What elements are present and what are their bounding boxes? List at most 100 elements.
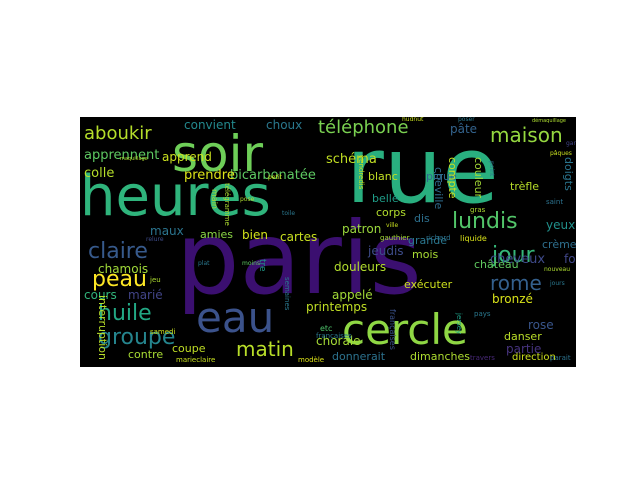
word-marie: marié xyxy=(128,288,163,302)
word-groupe: groupe xyxy=(98,325,176,350)
word-donnerait: interruption xyxy=(96,295,109,360)
word-printemps: printemps xyxy=(306,300,368,314)
word-travers: travers xyxy=(470,354,495,362)
word-chamois: chamois xyxy=(98,262,149,276)
word-blanc: belle xyxy=(372,192,399,205)
word-liquide: liquide xyxy=(460,234,487,243)
word-jeudis: jeudis xyxy=(368,244,404,258)
word-maison: maison xyxy=(490,123,563,147)
word-lundis: lundis xyxy=(452,209,518,234)
word-grande: direction xyxy=(512,352,556,363)
word-corps: dis xyxy=(414,212,430,225)
word-parait: parait xyxy=(550,354,571,362)
word-bicarbonatee: bicarbonatée xyxy=(230,168,316,183)
word-telephone: téléphone xyxy=(318,117,409,138)
word-francaises-label: françaises xyxy=(316,332,352,340)
word-petit: petit xyxy=(268,174,282,181)
word-poser: poser xyxy=(458,117,475,123)
word-etc: etc xyxy=(320,324,333,333)
word-pays: pays xyxy=(474,310,491,318)
word-jersey: françaises xyxy=(388,309,397,350)
word-maquillage: maquillage xyxy=(120,156,148,162)
word-fois: fois xyxy=(564,252,576,266)
word-jours: jours xyxy=(550,280,565,287)
word-prendre: prendre xyxy=(184,168,235,183)
word-coupe: coupe xyxy=(172,342,206,355)
word-rue: rue xyxy=(346,117,499,224)
word-couleur: couleur xyxy=(472,157,485,199)
word-schema: schéma xyxy=(326,152,377,167)
word-choux: choux xyxy=(266,118,303,132)
word-colle: colle xyxy=(84,166,115,181)
word-cloud: paris rue heures soir eau cercle matin g… xyxy=(80,117,576,367)
word-vendredis: vendredis xyxy=(357,155,365,190)
word-cercle: cercle xyxy=(342,305,468,354)
word-point: point xyxy=(488,161,495,177)
word-cartes: cartes xyxy=(280,230,318,244)
word-pate: pâte xyxy=(450,122,478,136)
word-cours: cours xyxy=(84,288,117,302)
word-gras: gras xyxy=(470,206,486,214)
word-appele: appelé xyxy=(332,288,373,302)
word-apprennent: apprennent xyxy=(84,148,160,163)
word-partie: partie xyxy=(506,342,542,356)
word-chateau: exécuter xyxy=(404,278,453,291)
word-chorale: chorale xyxy=(316,334,361,348)
word-bronze: bronzé xyxy=(492,292,533,306)
word-hudnut: hudnut xyxy=(402,117,424,123)
word-compte: compte xyxy=(446,157,459,199)
word-claire: claire xyxy=(88,239,148,264)
word-marieclaire: marieclaire xyxy=(176,356,216,364)
word-trefle: pique xyxy=(426,170,457,183)
word-ville: ville xyxy=(386,222,399,229)
word-rome: rome xyxy=(490,271,542,295)
word-apprend: apprend xyxy=(162,150,212,164)
word-bien: bien xyxy=(242,228,268,242)
word-dis: mois xyxy=(412,248,439,261)
word-patron: patron xyxy=(342,222,382,236)
word-rose: rose xyxy=(528,318,554,332)
word-toile: toile xyxy=(282,210,296,217)
word-amies: amies xyxy=(200,228,234,241)
word-danser: crème xyxy=(542,238,576,251)
word-main: main xyxy=(210,189,219,209)
word-matin: matin xyxy=(236,337,294,361)
word-saint: saint xyxy=(546,198,564,206)
word-peau: peau xyxy=(92,267,147,292)
word-aboukir: aboukir xyxy=(84,123,152,144)
word-cheville: cheville xyxy=(432,167,445,210)
word-huile: huile xyxy=(98,301,152,326)
word-belle: corps xyxy=(376,206,407,219)
word-mois: grande xyxy=(408,234,447,247)
word-semaines: semaines xyxy=(283,277,291,311)
word-creme: château xyxy=(474,258,519,271)
word-soir: soir xyxy=(172,125,264,183)
word-heures: heures xyxy=(80,164,271,229)
word-relure: relure xyxy=(146,236,164,243)
word-tre: doigts xyxy=(562,157,575,191)
word-moins: moins xyxy=(242,260,261,267)
word-nouveau: nouveau xyxy=(544,266,570,273)
word-maux: maux xyxy=(150,224,184,238)
word-tennis: jersey xyxy=(455,313,463,335)
word-demaquillage: démaquillage xyxy=(532,118,567,124)
word-pique: blanc xyxy=(368,170,398,183)
word-jeu: jeu xyxy=(150,276,161,284)
word-doigts: trèfle xyxy=(510,180,540,193)
word-samedi: samedi xyxy=(150,328,176,336)
word-cheveux: cheveux xyxy=(490,252,546,267)
word-gardez: gardez xyxy=(566,140,576,147)
word-plat: plat xyxy=(198,260,210,267)
word-convient: convient xyxy=(184,118,236,132)
word-jour: jour xyxy=(492,243,535,268)
word-contre: contre xyxy=(128,348,164,361)
word-pose: pose xyxy=(240,196,255,203)
word-douleurs: douleurs xyxy=(334,260,387,274)
word-modele: modèle xyxy=(298,356,325,364)
word-direction: danser xyxy=(504,330,542,343)
word-eau: eau xyxy=(196,293,275,342)
word-gauthier: gauthier xyxy=(380,234,410,242)
word-paris: paris xyxy=(176,200,422,317)
word-dimanches: dimanches xyxy=(410,350,470,363)
word-executer: donnerait xyxy=(332,350,386,363)
